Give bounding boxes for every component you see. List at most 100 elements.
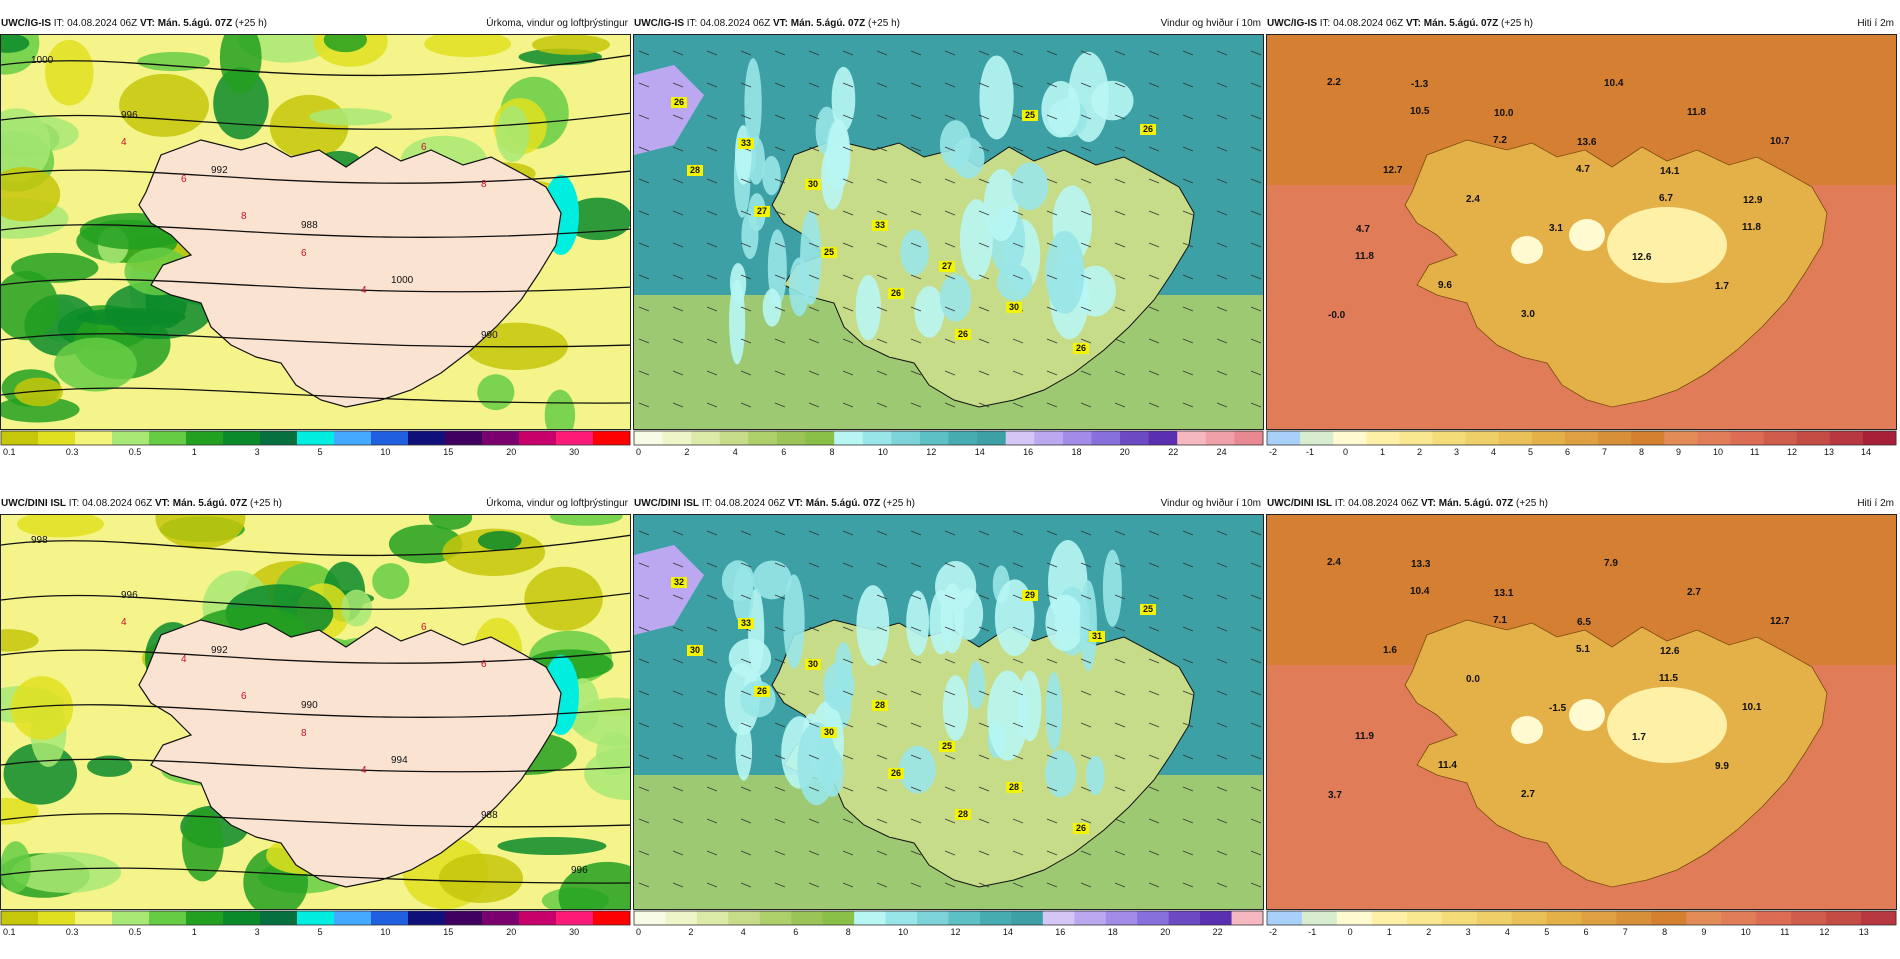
colorbar-swatch <box>371 911 409 925</box>
colorbar-swatch <box>1 431 39 445</box>
panel-precip-bottom: UWC/DINI ISL IT: 04.08.2024 06Z VT: Mán.… <box>0 494 631 959</box>
colorbar-swatch <box>1333 431 1367 445</box>
colorbar-tick-label: 3 <box>1454 447 1459 456</box>
gust-label: 27 <box>942 261 952 271</box>
colorbar-swatch <box>1399 431 1434 445</box>
temperature-label: 4.7 <box>1576 164 1590 175</box>
panel-variable: Hiti í 2m <box>1857 18 1894 29</box>
colorbar-swatch <box>1631 431 1665 445</box>
precip-colorbar: 0.10.30.51351015203050 <box>0 430 631 456</box>
colorbar-swatch <box>482 431 520 445</box>
temp-colorbar: -2-10123456789101112131415 <box>1266 430 1897 456</box>
colorbar-tick-label: 14 <box>1861 447 1871 456</box>
colorbar-swatch <box>112 911 150 925</box>
temperature-contour-label: 8 <box>481 179 487 190</box>
colorbar-tick-label: -1 <box>1308 927 1316 936</box>
colorbar-swatch <box>1267 431 1301 445</box>
colorbar-tick-label: 8 <box>1639 447 1644 456</box>
colorbar-swatch <box>593 431 631 445</box>
colorbar-tick-label: 3 <box>1466 927 1471 936</box>
model-name: UWC/IG-IS <box>1 18 51 29</box>
gust-label: 26 <box>674 97 684 107</box>
gust-label: 27 <box>757 206 767 216</box>
temperature-label: 10.5 <box>1410 106 1430 117</box>
model-name: UWC/IG-IS <box>634 18 684 29</box>
colorbar-tick-label: 6 <box>1565 447 1570 456</box>
colorbar-swatch <box>260 431 298 445</box>
colorbar-swatch <box>75 911 113 925</box>
colorbar-swatch <box>1432 431 1467 445</box>
colorbar-swatch <box>1091 431 1121 445</box>
glacier-cold-area <box>1607 687 1727 763</box>
high-wind-area <box>634 545 704 635</box>
colorbar-swatch <box>1034 431 1064 445</box>
gust-label: 33 <box>741 138 751 148</box>
wind-vectors <box>638 50 1262 408</box>
gust-label: 33 <box>875 220 885 230</box>
colorbar-swatch <box>948 911 981 925</box>
init-time: 04.08.2024 06Z <box>1333 18 1404 29</box>
colorbar-swatch <box>1005 431 1035 445</box>
colorbar-tick-label: 0.1 <box>3 927 16 936</box>
colorbar-swatch <box>445 431 483 445</box>
gust-label-box <box>1089 631 1105 642</box>
gust-label: 25 <box>942 741 952 751</box>
colorbar-tick-label: 0 <box>1348 927 1353 936</box>
colorbar-tick-label: 15 <box>443 447 453 456</box>
temperature-label: 10.0 <box>1494 108 1514 119</box>
colorbar-swatch <box>1 911 39 925</box>
colorbar-swatch <box>1205 431 1235 445</box>
temperature-label: 11.8 <box>1687 107 1706 118</box>
panel-wind-bottom: UWC/DINI ISL IT: 04.08.2024 06Z VT: Mán.… <box>633 494 1264 959</box>
colorbar-swatch <box>1796 431 1831 445</box>
temperature-label: 2.4 <box>1327 557 1341 568</box>
colorbar-tick-label: 20 <box>506 927 516 936</box>
gust-label: 30 <box>1009 302 1019 312</box>
precip-map: 998 996 992 990 994 988 996 4 4 6 8 4 6 6 <box>0 514 631 910</box>
temperature-label: 6.5 <box>1577 617 1591 628</box>
temperature-contour-label: 6 <box>481 659 487 670</box>
colorbar-swatch <box>1498 431 1533 445</box>
gust-label-box <box>1022 590 1038 601</box>
colorbar-tick-label: 16 <box>1055 927 1065 936</box>
temperature-label: 1.6 <box>1383 645 1397 656</box>
colorbar-swatch <box>1721 911 1757 925</box>
coastline <box>138 139 562 408</box>
panel-wind-top: UWC/IG-IS IT: 04.08.2024 06Z VT: Mán. 5.… <box>633 14 1264 479</box>
colorbar-tick-label: 2 <box>688 927 693 936</box>
temperature-label: 13.1 <box>1494 588 1514 599</box>
temperature-label: 0.0 <box>1466 674 1480 685</box>
colorbar-swatch <box>1200 911 1233 925</box>
gust-label-box <box>754 206 770 217</box>
colorbar-tick-label: 20 <box>1120 447 1130 456</box>
lead-time: (+25 h) <box>1513 498 1548 509</box>
colorbar-frame <box>633 430 1264 446</box>
colorbar-swatch <box>371 431 409 445</box>
colorbar-tick-label: -1 <box>1306 447 1314 456</box>
colorbar-swatch <box>149 431 187 445</box>
colorbar-swatch <box>260 911 298 925</box>
gust-label-box <box>888 288 904 299</box>
colorbar-swatch <box>445 911 483 925</box>
gust-label: 25 <box>1143 604 1153 614</box>
colorbar-tick-label: 9 <box>1701 927 1706 936</box>
colorbar-swatch <box>1301 911 1338 925</box>
colorbar-frame <box>1266 910 1897 926</box>
valid-time: Mán. 5.ágú. 07Z <box>1423 18 1499 29</box>
isobar-label: 990 <box>301 700 318 711</box>
colorbar-tick-label: 0.3 <box>66 447 79 456</box>
gust-label: 25 <box>1025 110 1035 120</box>
gust-label-box <box>1073 343 1089 354</box>
temperature-contour-label: 6 <box>301 248 307 259</box>
colorbar-tick-label: 0.5 <box>129 927 142 936</box>
colorbar-swatch <box>223 431 261 445</box>
gust-label-box <box>1073 823 1089 834</box>
colorbar-swatch <box>1686 911 1722 925</box>
colorbar-swatch <box>1267 911 1303 925</box>
colorbar-swatch <box>1826 911 1862 925</box>
wind-map: 32 33 30 28 25 28 26 25 30 26 30 26 28 29 31 <box>633 514 1264 910</box>
gust-label-box <box>805 659 821 670</box>
colorbar-swatch <box>186 911 224 925</box>
gust-label: 32 <box>674 577 684 587</box>
